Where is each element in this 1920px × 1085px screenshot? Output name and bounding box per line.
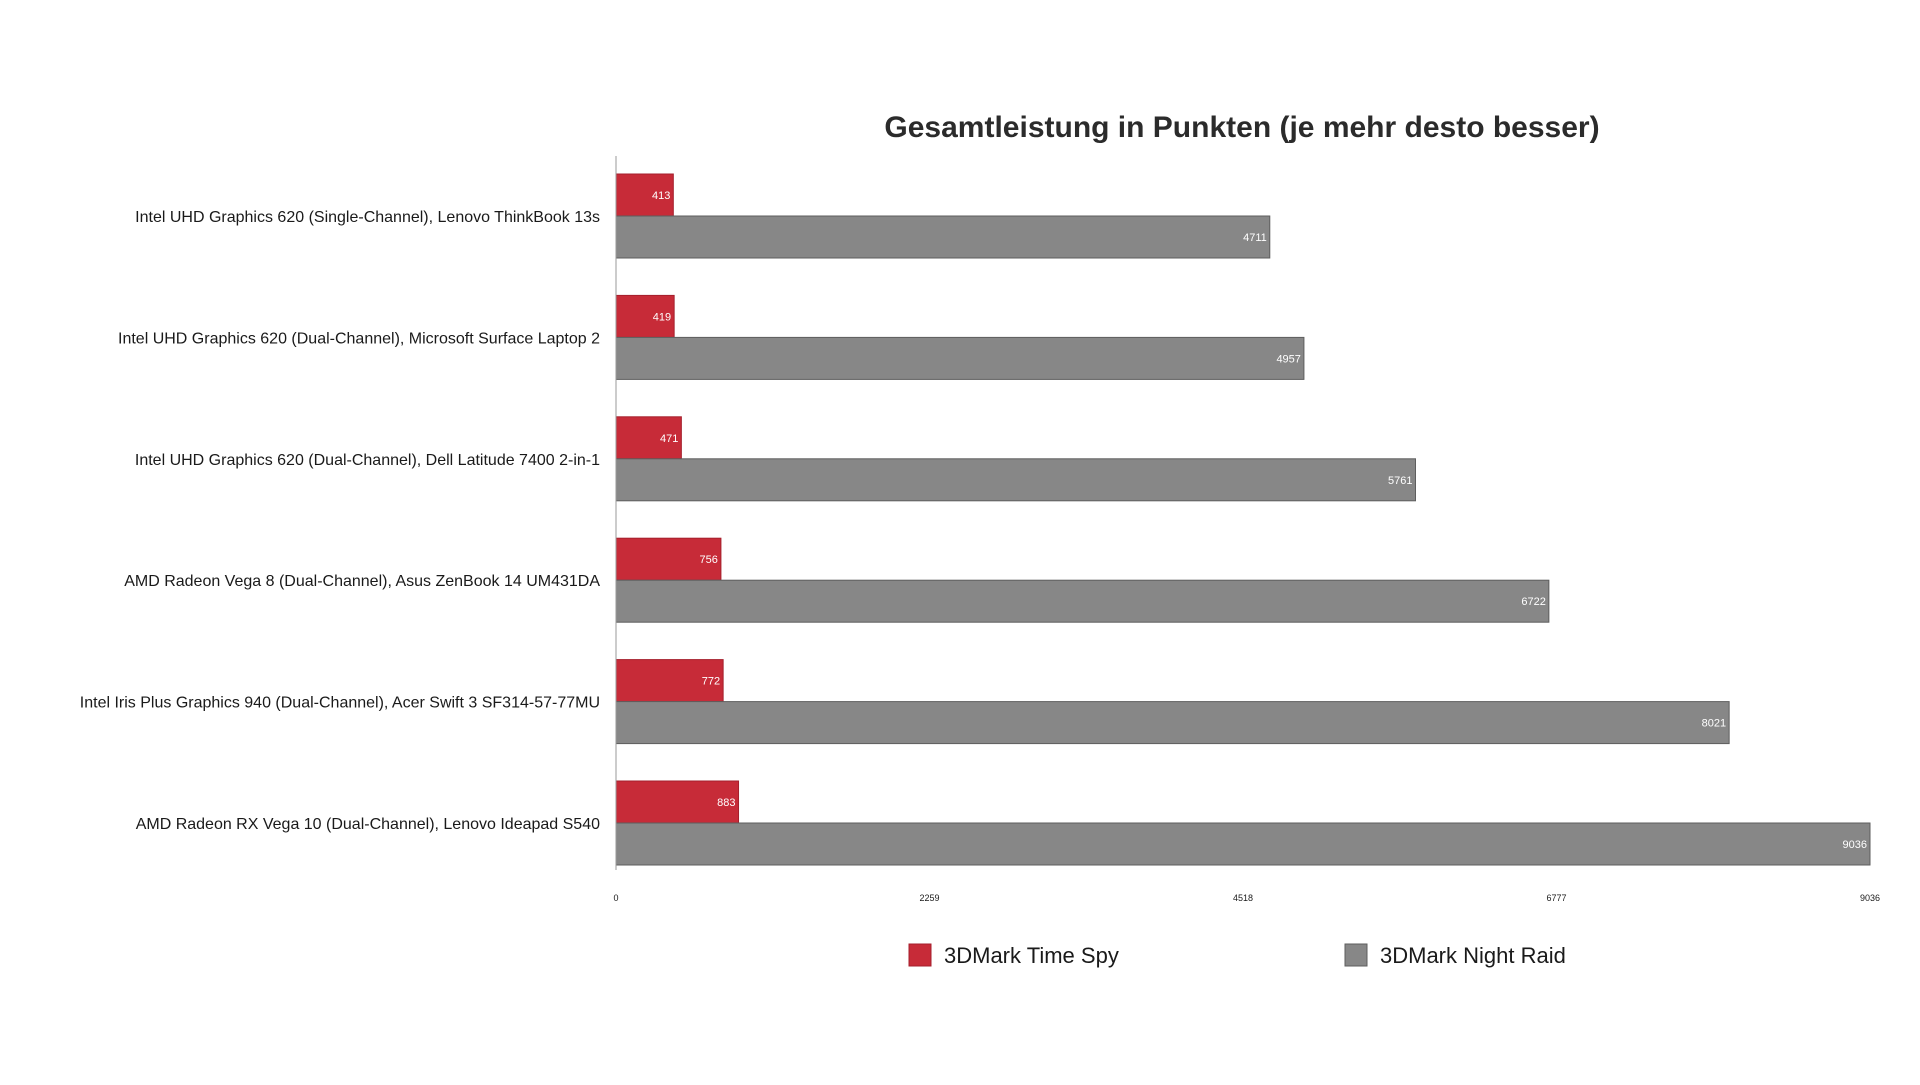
category-label: AMD Radeon RX Vega 10 (Dual-Channel), Le…: [136, 816, 600, 833]
legend-swatch: [908, 943, 932, 967]
legend: 3DMark Time Spy 3DMark Night Raid: [908, 943, 1566, 968]
axes: 0 2259 4518 6777 9036: [613, 156, 1880, 903]
bar-value-label: 8021: [1702, 718, 1726, 730]
legend-label: 3DMark Night Raid: [1380, 943, 1566, 968]
bar-value-label: 419: [653, 311, 671, 323]
x-tick-label: 2259: [919, 893, 939, 903]
category-label: Intel Iris Plus Graphics 940 (Dual-Chann…: [80, 695, 600, 712]
legend-swatch: [1344, 943, 1368, 967]
category-label: AMD Radeon Vega 8 (Dual-Channel), Asus Z…: [124, 573, 600, 590]
bar-night-raid: [615, 215, 1271, 259]
bar-time-spy: [615, 537, 722, 581]
bar-value-label: 4957: [1276, 353, 1300, 365]
legend-label: 3DMark Time Spy: [944, 943, 1119, 968]
category-label: Intel UHD Graphics 620 (Single-Channel),…: [135, 209, 600, 226]
x-tick-label: 0: [613, 893, 618, 903]
chart-title: Gesamtleistung in Punkten (je mehr desto…: [884, 111, 1599, 144]
bar-night-raid: [615, 336, 1305, 380]
category-label: Intel UHD Graphics 620 (Dual-Channel), M…: [118, 330, 600, 347]
x-tick-label: 9036: [1860, 893, 1880, 903]
bar-value-label: 6722: [1521, 596, 1545, 608]
bar-night-raid: [615, 579, 1550, 623]
x-tick-label: 4518: [1233, 893, 1253, 903]
category-label: Intel UHD Graphics 620 (Dual-Channel), D…: [135, 452, 600, 469]
bar-value-label: 772: [702, 676, 720, 688]
bars-layer: 413 4711 419 4957 471 5761 756 6722 772 8021 883 90…: [615, 173, 1871, 866]
bar-value-label: 5761: [1388, 475, 1412, 487]
bar-night-raid: [615, 458, 1417, 502]
bar-value-label: 413: [652, 190, 670, 202]
bar-value-label: 4711: [1243, 232, 1267, 244]
bar-time-spy: [615, 173, 674, 217]
bar-night-raid: [615, 701, 1730, 745]
bar-time-spy: [615, 416, 682, 460]
bar-time-spy: [615, 294, 675, 338]
bar-value-label: 756: [700, 554, 718, 566]
x-tick-label: 6777: [1546, 893, 1566, 903]
bar-value-label: 9036: [1843, 839, 1867, 851]
category-labels: Intel UHD Graphics 620 (Single-Channel),…: [80, 209, 601, 833]
bar-value-label: 883: [717, 797, 735, 809]
bar-value-label: 471: [660, 433, 678, 445]
bar-night-raid: [615, 822, 1871, 866]
